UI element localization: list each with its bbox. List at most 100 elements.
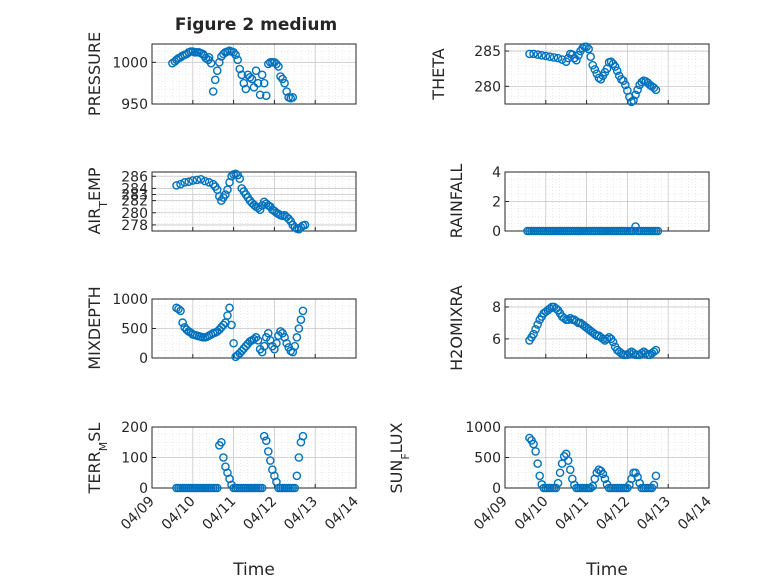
data-point bbox=[574, 50, 583, 60]
data-point bbox=[225, 303, 234, 313]
y-tick-label: 8 bbox=[492, 300, 501, 316]
data-point bbox=[555, 468, 565, 478]
data-point bbox=[296, 315, 306, 324]
data-point bbox=[629, 348, 638, 358]
data-point bbox=[649, 83, 659, 93]
series-h2omixra bbox=[525, 302, 661, 360]
data-point bbox=[237, 70, 247, 80]
data-point bbox=[537, 50, 547, 60]
data-point bbox=[616, 348, 626, 358]
data-point bbox=[253, 335, 263, 345]
data-point bbox=[553, 53, 563, 63]
data-point bbox=[533, 459, 542, 468]
y-tick-label: 280 bbox=[474, 79, 501, 95]
y-tick-label: 500 bbox=[474, 451, 501, 467]
data-point bbox=[608, 337, 618, 347]
data-point bbox=[651, 85, 661, 95]
panel-h2omixra: 6 8 H2OMIXRA bbox=[447, 285, 710, 371]
y-tick-label: 1000 bbox=[112, 55, 148, 71]
data-point bbox=[217, 437, 226, 447]
data-point bbox=[282, 87, 291, 96]
x-tick-label: 04/09 bbox=[471, 494, 511, 534]
x-tick-label: 04/09 bbox=[118, 494, 158, 534]
y-tick-label: 950 bbox=[121, 97, 148, 113]
data-point bbox=[290, 483, 300, 493]
data-point bbox=[557, 55, 567, 64]
data-point bbox=[188, 176, 198, 185]
data-point bbox=[541, 51, 551, 61]
data-point bbox=[280, 78, 289, 88]
data-point bbox=[266, 456, 275, 465]
data-point bbox=[212, 66, 222, 75]
data-point bbox=[278, 328, 287, 338]
data-point bbox=[261, 91, 271, 100]
data-point bbox=[221, 190, 230, 199]
data-point bbox=[651, 345, 661, 355]
data-point bbox=[204, 53, 214, 62]
data-point bbox=[259, 341, 269, 351]
y-tick-label: 1000 bbox=[465, 420, 501, 436]
data-point bbox=[616, 74, 626, 84]
y-tick-label: 280 bbox=[121, 206, 148, 222]
y-tick-label: 100 bbox=[121, 451, 148, 467]
data-point bbox=[210, 75, 220, 85]
data-point bbox=[219, 453, 228, 462]
data-point bbox=[284, 214, 293, 224]
y-tick-label: 286 bbox=[121, 169, 148, 185]
x-tick-label: 04/11 bbox=[553, 494, 593, 534]
data-point bbox=[545, 304, 555, 313]
x-tick-label: 04/13 bbox=[634, 494, 674, 534]
y-tick-label: 284 bbox=[121, 181, 148, 197]
data-point bbox=[208, 87, 218, 96]
y-tick-label: 285 bbox=[474, 44, 501, 60]
data-point bbox=[641, 348, 651, 358]
y-tick-label: 283 bbox=[121, 188, 148, 204]
x-tick-label: 04/14 bbox=[675, 493, 715, 533]
data-point bbox=[629, 96, 638, 105]
y-axis-label: H2OMIXRA bbox=[447, 285, 466, 371]
data-point bbox=[294, 453, 304, 462]
panel-sun-flux: 0 500 1000 SUNFLUX 04/09 04/10 04/11 04/12 04/13… bbox=[387, 420, 715, 580]
y-tick-label: 200 bbox=[121, 420, 148, 436]
data-point bbox=[551, 483, 561, 493]
y-tick-label: 282 bbox=[121, 194, 148, 210]
y-axis-label: MIXDEPTH bbox=[85, 286, 104, 369]
data-point bbox=[229, 48, 238, 57]
data-point bbox=[215, 58, 224, 67]
series-air-temp bbox=[172, 169, 310, 234]
data-point bbox=[172, 181, 181, 190]
data-point bbox=[288, 93, 298, 102]
panel-theta: 280 285 THETA bbox=[429, 42, 710, 107]
data-point bbox=[584, 44, 593, 54]
data-point bbox=[196, 174, 206, 184]
data-point bbox=[259, 78, 269, 88]
series-terr-msl bbox=[172, 431, 308, 493]
data-point bbox=[633, 85, 642, 95]
data-point bbox=[180, 178, 189, 187]
data-point bbox=[178, 318, 187, 327]
data-point bbox=[235, 174, 245, 183]
data-point bbox=[192, 175, 202, 185]
y-axis-label: RAINFALL bbox=[447, 164, 466, 239]
data-point bbox=[631, 468, 640, 478]
data-point bbox=[649, 480, 659, 490]
data-point bbox=[629, 226, 638, 236]
data-point bbox=[241, 84, 251, 94]
data-point bbox=[582, 42, 591, 52]
data-point bbox=[300, 220, 310, 230]
y-axis-label: PRESSURE bbox=[85, 32, 104, 116]
data-point bbox=[257, 70, 267, 80]
data-point bbox=[590, 65, 600, 74]
data-point bbox=[563, 456, 573, 465]
data-point bbox=[578, 43, 587, 53]
data-point bbox=[572, 55, 581, 65]
data-point bbox=[586, 483, 595, 493]
data-point bbox=[219, 320, 228, 330]
data-point bbox=[223, 311, 232, 320]
data-point bbox=[625, 348, 634, 358]
data-point bbox=[533, 320, 542, 329]
data-point bbox=[525, 433, 534, 443]
